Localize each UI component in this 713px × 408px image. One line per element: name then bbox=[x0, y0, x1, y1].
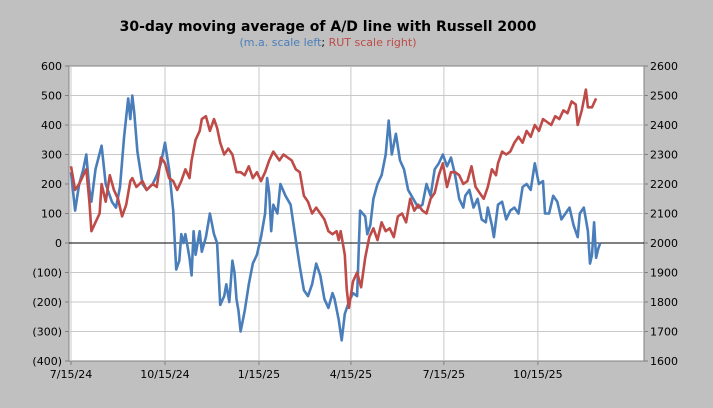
left-tick-label: 500 bbox=[41, 90, 62, 103]
subtitle-part: RUT scale right bbox=[329, 36, 413, 49]
right-tick-label: 2500 bbox=[650, 90, 678, 103]
subtitle-part: ) bbox=[412, 36, 416, 49]
x-tick-label: 1/15/25 bbox=[238, 368, 280, 381]
x-tick-label: 7/15/25 bbox=[423, 368, 465, 381]
left-tick-label: 100 bbox=[41, 208, 62, 221]
left-tick-label: (400) bbox=[32, 355, 62, 368]
chart-subtitle: (m.a. scale left; RUT scale right) bbox=[239, 36, 416, 49]
left-tick-label: (100) bbox=[32, 267, 62, 280]
subtitle-part: ( bbox=[239, 36, 243, 49]
right-tick-label: 2000 bbox=[650, 237, 678, 250]
right-tick-label: 1900 bbox=[650, 267, 678, 280]
right-tick-label: 2600 bbox=[650, 60, 678, 73]
subtitle-part: m.a. scale left bbox=[244, 36, 322, 49]
x-axis: 7/15/24 10/15/24 1/15/25 4/15/25 7/15/25 10/1… bbox=[50, 361, 563, 381]
subtitle-part: ; bbox=[321, 36, 328, 49]
right-tick-label: 2400 bbox=[650, 119, 678, 132]
left-tick-label: 200 bbox=[41, 178, 62, 191]
series-line-russell-2000 bbox=[69, 88, 598, 310]
right-tick-label: 2200 bbox=[650, 178, 678, 191]
right-axis: 2600 2500 2400 2300 2200 2100 2000 1900 1800 1700… bbox=[644, 60, 678, 368]
right-tick-label: 2100 bbox=[650, 208, 678, 221]
series-layer bbox=[69, 88, 602, 342]
left-tick-label: (200) bbox=[32, 296, 62, 309]
left-tick-label: 0 bbox=[55, 237, 62, 250]
left-axis: 600 500 400 300 200 100 0 (100) (200) (300) (400) bbox=[32, 60, 69, 368]
left-tick-label: 400 bbox=[41, 119, 62, 132]
right-tick-label: 1700 bbox=[650, 326, 678, 339]
x-tick-label: 7/15/24 bbox=[50, 368, 92, 381]
series-line-ad-moving-average bbox=[69, 94, 602, 342]
left-tick-label: 600 bbox=[41, 60, 62, 73]
chart-title: 30-day moving average of A/D line with R… bbox=[120, 19, 537, 35]
right-tick-label: 1800 bbox=[650, 296, 678, 309]
right-tick-label: 1600 bbox=[650, 355, 678, 368]
left-tick-label: 300 bbox=[41, 149, 62, 162]
x-tick-label: 10/15/25 bbox=[513, 368, 562, 381]
x-tick-label: 4/15/25 bbox=[330, 368, 372, 381]
left-tick-label: (300) bbox=[32, 326, 62, 339]
x-tick-label: 10/15/24 bbox=[140, 368, 189, 381]
right-tick-label: 2300 bbox=[650, 149, 678, 162]
